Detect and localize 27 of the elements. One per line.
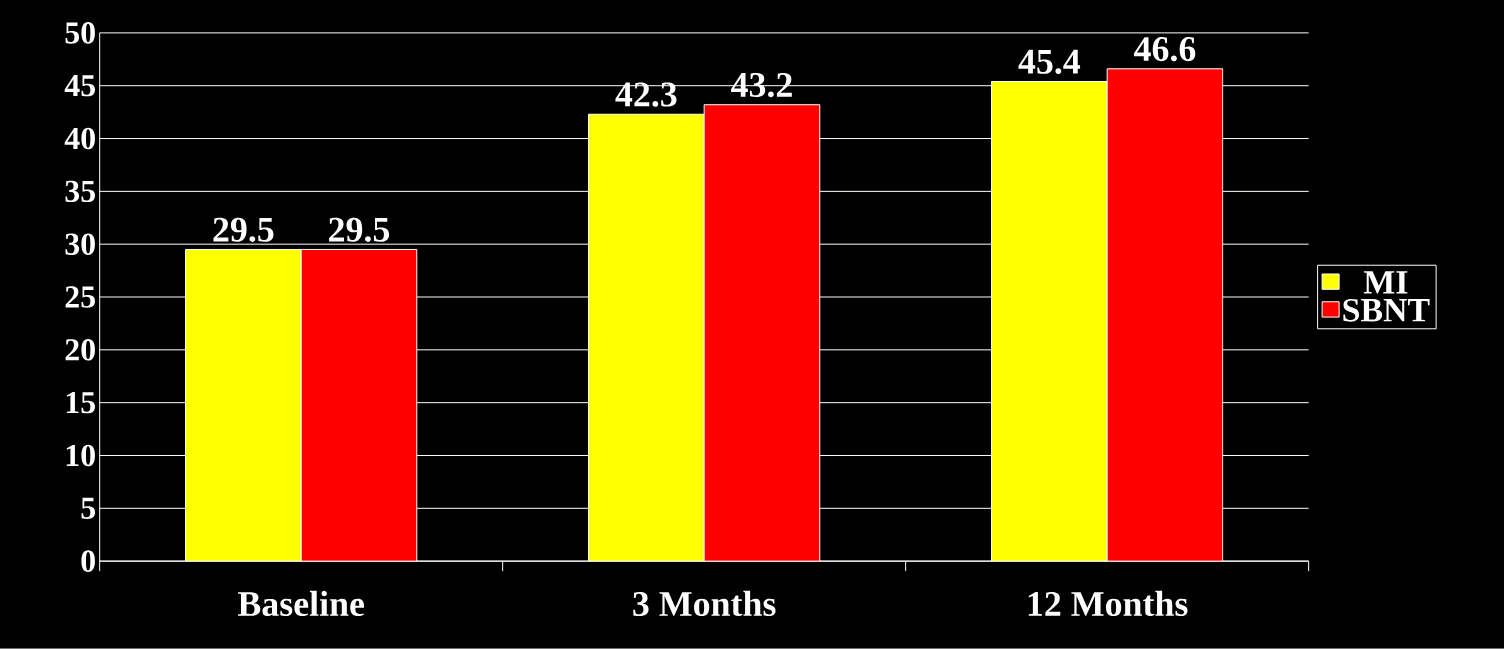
x-tick-label: 3 Months [633,590,776,617]
bar [1106,68,1224,562]
bar [185,249,302,562]
data-label: 29.5 [213,217,274,243]
y-tick-label: 10 [66,444,95,467]
y-tick-label: 35 [65,180,95,203]
legend-label: SBNT [1343,298,1430,322]
y-tick-label: 25 [65,286,95,308]
y-tick-label: 30 [65,233,95,256]
y-tick-label: 15 [66,392,95,414]
bar [588,113,705,562]
x-tick-label: Baseline [237,590,365,617]
data-label: 45.4 [1018,49,1081,75]
bar [300,249,418,562]
y-tick-label: 20 [65,339,95,361]
y-tick-label: 5 [81,497,95,519]
y-tick-label: 50 [65,22,95,44]
data-label: 42.3 [615,82,677,107]
legend-label: MI [1363,271,1408,294]
data-label: 29.5 [329,217,390,243]
data-label: 46.6 [1134,37,1196,62]
y-tick-label: 0 [81,550,95,572]
bar [703,104,821,562]
y-tick-label: 45 [64,75,95,97]
bar [991,81,1108,562]
y-tick-label: 40 [64,127,95,150]
x-tick-label: 12 Months [1028,590,1188,617]
